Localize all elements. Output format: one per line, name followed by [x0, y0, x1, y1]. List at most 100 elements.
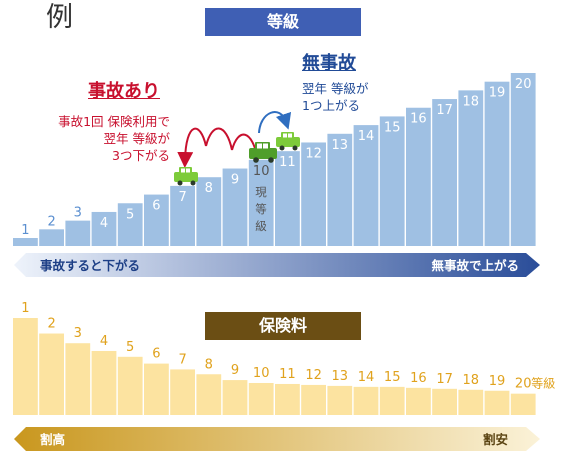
premium-bar-label: 6 — [152, 347, 160, 362]
premium-bar-label: 12 — [305, 368, 322, 383]
premium-bar — [39, 333, 64, 415]
premium-bar-label: 10 — [253, 366, 270, 381]
premium-bar-label: 18 — [463, 373, 480, 388]
premium-bar — [196, 374, 222, 415]
accident-title: 事故あり — [88, 81, 160, 102]
premium-bar — [91, 350, 117, 415]
grade-bar-label: 8 — [205, 181, 213, 196]
grade-bar — [327, 133, 353, 246]
accident-note-line: 翌年 等級が — [103, 131, 170, 146]
grade-bar — [301, 142, 326, 246]
premium-bar-label: 8 — [205, 357, 213, 372]
premium-bar-label: 11 — [279, 367, 296, 382]
premium-direction-arrow — [14, 427, 540, 451]
grade-bar-label: 9 — [231, 173, 239, 188]
grade-bar-label: 17 — [436, 103, 453, 118]
premium-bar — [65, 343, 91, 415]
grade-bar-label: 18 — [463, 94, 480, 109]
grade-unit-label: 等級 — [531, 377, 555, 391]
no-accident-arc — [258, 111, 292, 134]
grade-bar-label: 20 — [515, 77, 532, 92]
grade-bar-label: 10 — [253, 164, 270, 179]
car-icon — [276, 132, 300, 151]
premium-bar — [13, 318, 38, 415]
premium-bar-label: 2 — [47, 317, 55, 332]
accident-arc — [205, 127, 233, 151]
example-label: 例 — [46, 2, 73, 33]
grade-bar-label: 11 — [279, 155, 296, 170]
car-icon — [174, 167, 198, 186]
no-accident-note-line: 1つ上がる — [302, 98, 360, 113]
premium-bar-label: 7 — [178, 352, 186, 367]
premium-bar-label: 20 — [515, 377, 532, 392]
accident-note-line: 3つ下がる — [112, 148, 170, 163]
premium-bar-label: 13 — [332, 369, 349, 384]
grade-bar — [379, 116, 405, 246]
grade-bar — [432, 99, 457, 246]
grade-bar — [117, 203, 143, 246]
premium-bar-label: 9 — [231, 363, 239, 378]
grade-bar-label: 4 — [100, 216, 108, 231]
premium-bar-label: 5 — [126, 340, 134, 355]
grade-bar-label: 6 — [152, 199, 160, 214]
accident-note-line: 事故1回 保険利用で — [58, 114, 170, 129]
grade-bar — [91, 211, 117, 246]
premium-bar — [484, 390, 510, 415]
grade-bar-label: 3 — [74, 206, 82, 221]
grade-bar — [144, 194, 169, 246]
grade-bar-label: 1 — [21, 223, 29, 238]
premium-bar — [432, 388, 457, 415]
grade-bar-label: 5 — [126, 207, 134, 222]
premium-bar — [222, 380, 248, 415]
grade-bar — [196, 177, 222, 246]
premium-bar-label: 15 — [384, 370, 401, 385]
grade-arrow-right-label: 無事故で上がる — [431, 258, 519, 273]
grade-bar — [510, 73, 536, 246]
current-grade-char: 現 — [255, 185, 267, 199]
grade-bar-label: 13 — [332, 138, 349, 153]
premium-bar — [510, 393, 536, 415]
grade-bar — [458, 90, 484, 246]
premium-bar-label: 19 — [489, 374, 506, 389]
grade-bar — [406, 107, 431, 246]
grade-bar-label: 14 — [358, 129, 375, 144]
current-grade-char: 等 — [255, 202, 267, 216]
no-accident-title: 無事故 — [302, 53, 356, 74]
grade-direction-arrow — [14, 253, 540, 277]
premium-bar — [275, 383, 300, 415]
grade-bar — [484, 81, 510, 247]
grade-bar-label: 7 — [178, 190, 186, 205]
premium-bar-label: 17 — [436, 372, 453, 387]
premium-arrow-right-label: 割安 — [483, 432, 508, 447]
grade-bar-label: 16 — [410, 112, 427, 127]
premium-bar-label: 1 — [21, 301, 29, 316]
grade-bar — [39, 229, 64, 246]
grade-bar — [275, 151, 300, 246]
premium-bar — [144, 363, 169, 415]
premium-bar-label: 4 — [100, 334, 108, 349]
premium-header: 保険料 — [205, 312, 361, 340]
premium-bar — [248, 382, 274, 415]
no-accident-note-line: 翌年 等級が — [302, 81, 369, 96]
premium-bar — [301, 384, 326, 415]
grade-bar-label: 15 — [384, 120, 401, 135]
grade-bar — [248, 159, 274, 246]
grade-bar — [13, 238, 38, 246]
premium-bar — [379, 386, 405, 415]
grade-bar — [353, 125, 379, 246]
no-accident-note: 翌年 等級が 1つ上がる — [302, 80, 412, 114]
premium-bar — [327, 385, 353, 415]
premium-bar-label: 14 — [358, 370, 375, 385]
current-grade-char: 級 — [255, 219, 267, 233]
grade-header: 等級 — [205, 8, 361, 36]
premium-bar — [458, 389, 484, 415]
grade-bar — [222, 168, 248, 246]
grade-bar-label: 12 — [305, 146, 322, 161]
premium-bar — [117, 356, 143, 415]
grade-bar-label: 19 — [489, 86, 506, 101]
premium-bar — [406, 387, 431, 415]
premium-bar — [353, 386, 379, 415]
